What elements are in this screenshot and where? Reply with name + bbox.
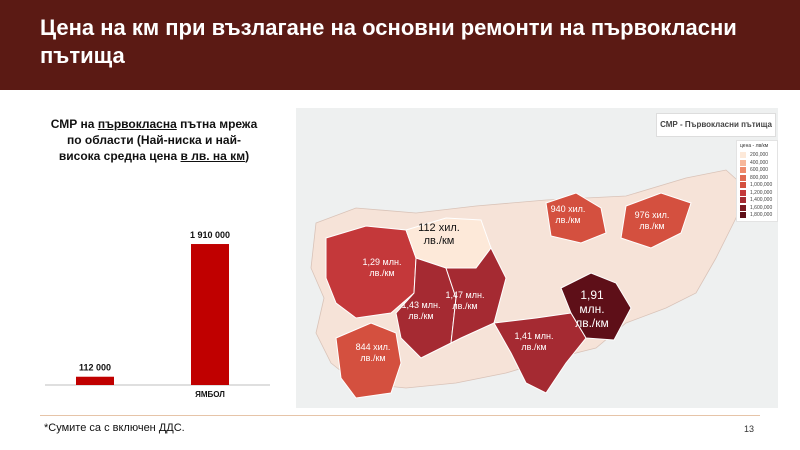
- bar-data-label: 112 000: [79, 363, 111, 373]
- legend-swatch: [740, 159, 746, 166]
- legend-label: 1,000,000: [750, 182, 773, 188]
- bar-title-part1: СМР на: [50, 117, 98, 131]
- map-region: [325, 225, 417, 319]
- map-region: [620, 192, 692, 249]
- footnote: *Сумите са с включен ДДС.: [44, 422, 185, 434]
- bar-chart: 112 000 1 910 000 ЯМБОЛ: [45, 230, 270, 399]
- bar-chart-title: СМР на първокласна пътна мрежа по област…: [48, 116, 260, 164]
- legend-label: 1,200,000: [750, 189, 773, 196]
- map-panel: [296, 108, 778, 408]
- legend-swatch: [740, 174, 746, 181]
- map-region: [493, 312, 587, 394]
- legend-label: 1,400,000: [750, 197, 773, 203]
- header-bar: Цена на км при възлагане на основни ремо…: [0, 0, 800, 90]
- legend-swatch: [740, 212, 746, 218]
- bar: [191, 244, 229, 385]
- bar-category-label: ЯМБОЛ: [195, 390, 225, 399]
- legend-label: 800,000: [750, 174, 769, 181]
- legend-label: 1,800,000: [750, 212, 773, 218]
- legend-swatch: [740, 152, 746, 158]
- legend-label: 1,600,000: [750, 204, 773, 211]
- map-label-1-91: 1,91 млн. лв./км: [575, 288, 609, 330]
- bar: [76, 376, 114, 385]
- bar-title-part3: пътна мрежа по области (Най-ниска и най-…: [58, 117, 258, 163]
- map-label-976: 976 хил. лв./км: [634, 210, 670, 231]
- bar-title-part4: в лв. на км: [180, 149, 246, 163]
- bar-title-part2: първокласна: [97, 117, 177, 131]
- bar-title-part5: ): [245, 149, 250, 163]
- map-label-940: 940 хил. лв./км: [550, 204, 586, 225]
- map-label-844: 844 хил. лв./км: [355, 342, 391, 363]
- bar-data-label: 1 910 000: [190, 230, 230, 240]
- map-label-1-47: 1,47 млн. лв./км: [445, 290, 485, 311]
- legend-swatch: [740, 204, 746, 211]
- map-region: [545, 192, 607, 244]
- page-number: 13: [744, 424, 755, 434]
- map-region: [560, 272, 632, 341]
- legend-label: 200,000: [750, 152, 769, 158]
- legend-swatch: [740, 197, 746, 203]
- map-label-1-43: 1,43 млн. лв./км: [401, 300, 441, 321]
- legend-swatch: [740, 182, 746, 188]
- footer-divider: [40, 415, 760, 416]
- map-label-1-29: 1,29 млн. лв./км: [362, 257, 402, 278]
- map-region: [335, 322, 402, 399]
- legend-swatch: [740, 167, 746, 173]
- bulgaria-map: [310, 169, 747, 399]
- legend-swatch: [740, 189, 746, 196]
- map-title: СМР - Първокласни пътища: [656, 113, 776, 137]
- legend-label: 600,000: [750, 167, 769, 173]
- map-label-112: 112 хил. лв./км: [418, 222, 460, 247]
- slide-title: Цена на км при възлагане на основни ремо…: [40, 15, 737, 68]
- legend-label: 400,000: [750, 159, 769, 166]
- map-label-1-41: 1,41 млн. лв./км: [514, 331, 554, 352]
- legend-title: цена - лв/км: [740, 143, 769, 149]
- map-legend: цена - лв/км 200,000 400,000 600,000 800,00…: [736, 140, 778, 222]
